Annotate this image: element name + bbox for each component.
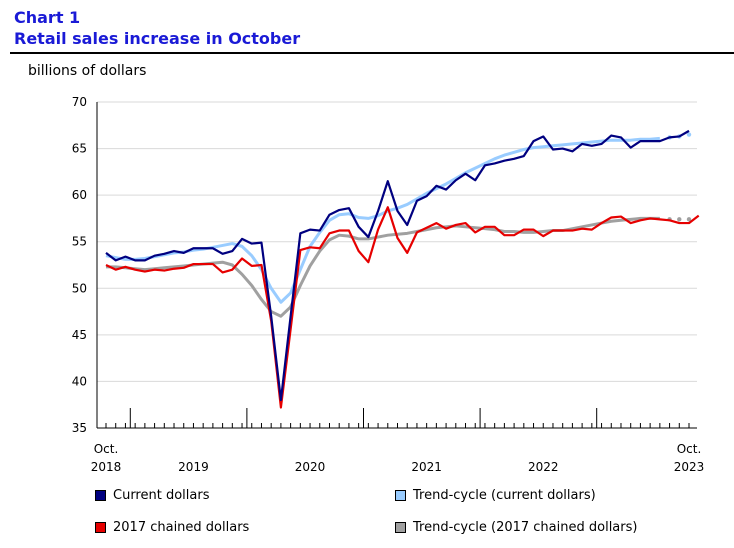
- y-tick-label-55: 55: [72, 235, 87, 249]
- y-tick-label-40: 40: [72, 374, 87, 388]
- y-axis-label: billions of dollars: [28, 63, 147, 79]
- series-dotted-point-3-2: [686, 217, 692, 222]
- x-tick-label-year: 2018: [91, 460, 122, 474]
- legend-label-current: Current dollars: [113, 488, 210, 503]
- legend-label-chained: 2017 chained dollars: [113, 520, 250, 535]
- y-axis-ticks: 35 40 45 50 55 60 65 70: [72, 95, 87, 435]
- x-tick-label-year: 2019: [178, 460, 209, 474]
- series-line-1: [105, 206, 700, 409]
- chart-title: Retail sales increase in October: [14, 29, 301, 48]
- y-tick-label-50: 50: [72, 281, 87, 295]
- legend-swatch-current: [95, 490, 106, 501]
- series-lines: [105, 129, 700, 409]
- legend-label-trend-chained: Trend-cycle (2017 chained dollars): [413, 520, 638, 535]
- series-dotted-point-2-2: [686, 132, 692, 137]
- series-dotted-point-3-1: [677, 217, 682, 222]
- legend-current-dollars: Current dollars: [95, 488, 209, 503]
- y-tick-label-35: 35: [72, 421, 87, 435]
- legend-label-trend-current: Trend-cycle (current dollars): [413, 488, 596, 503]
- y-tick-label-70: 70: [72, 95, 87, 109]
- y-tick-label-45: 45: [72, 328, 87, 342]
- x-tick-label-year: 2021: [411, 460, 442, 474]
- x-tick-label-year: 2022: [528, 460, 559, 474]
- series-line-2: [105, 136, 660, 304]
- legend-chained-dollars: 2017 chained dollars: [95, 520, 249, 535]
- x-tick-label-month: Oct.: [94, 442, 119, 456]
- x-tick-label-year: 2020: [295, 460, 326, 474]
- legend-swatch-trend-current: [395, 490, 406, 501]
- x-tick-label-year: 2023: [674, 460, 705, 474]
- series-line-3: [106, 216, 660, 318]
- title-divider: [10, 52, 734, 54]
- legend-swatch-trend-chained: [395, 522, 406, 533]
- legend-trend-current: Trend-cycle (current dollars): [395, 488, 596, 503]
- legend-swatch-chained: [95, 522, 106, 533]
- legend-trend-chained: Trend-cycle (2017 chained dollars): [395, 520, 637, 535]
- x-axis: Oct. 2018 2019 2020 2021 2022 Oct. 2023: [91, 102, 705, 474]
- y-tick-label-65: 65: [72, 142, 87, 156]
- grid-lines: [97, 101, 697, 382]
- y-tick-label-60: 60: [72, 188, 87, 202]
- x-tick-label-month: Oct.: [677, 442, 702, 456]
- series-line-0: [105, 129, 690, 402]
- chart-number: Chart 1: [14, 8, 81, 27]
